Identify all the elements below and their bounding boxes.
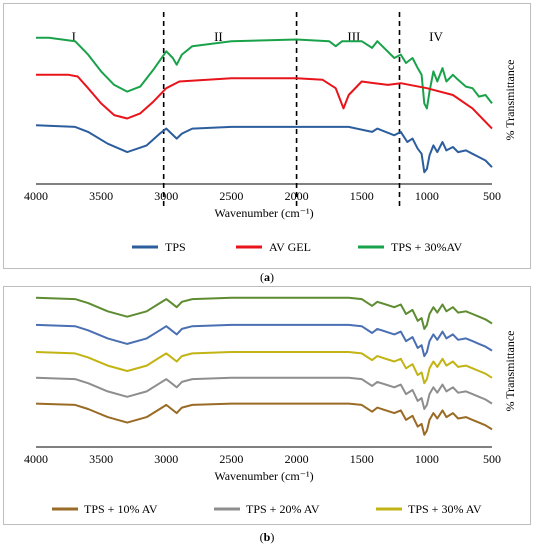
- chart-panel-a: 4000 3500 3000 2500 2000 1500 1000 500 Wavenumbe…: [3, 3, 531, 269]
- chart-b-svg: 4000 3500 3000 2500 2000 1500 1000 500 Wavenumbe…: [24, 296, 517, 516]
- series-line: [36, 36, 493, 110]
- chart-panel-b: 4000 3500 3000 2500 2000 1500 1000 500 Wavenumbe…: [3, 286, 531, 525]
- region-label: I: [72, 29, 76, 44]
- region-label: IV: [429, 29, 443, 44]
- region-label: II: [214, 29, 223, 44]
- x-tick-label: 1000: [415, 452, 439, 466]
- y-axis-label: % Transmittance: [503, 331, 517, 412]
- legend-label: TPS + 30% AV: [408, 502, 482, 516]
- legend-label: TPS + 30%AV: [391, 240, 463, 254]
- legend-label: TPS: [165, 240, 186, 254]
- x-tick-label: 500: [483, 189, 501, 203]
- chart-a-svg: 4000 3500 3000 2500 2000 1500 1000 500Wavenumbe…: [24, 12, 517, 254]
- x-tick-label: 1500: [350, 189, 374, 203]
- x-tick-label: 3000: [154, 452, 178, 466]
- caption-a: (a): [260, 270, 274, 284]
- series-line: [35, 402, 493, 436]
- x-tick-label: 3500: [89, 189, 113, 203]
- x-axis-label: Wavenumber (cm⁻¹): [214, 469, 313, 483]
- series-line: [35, 351, 493, 385]
- legend-label: TPS + 20% AV: [246, 502, 320, 516]
- series-line: [35, 323, 493, 358]
- legend-label: TPS + 10% AV: [84, 502, 158, 516]
- x-tick-label: 3500: [89, 452, 113, 466]
- x-tick-label: 1000: [415, 189, 439, 203]
- y-axis-label: % Transmittance: [503, 60, 517, 141]
- legend-label: AV GEL: [269, 240, 311, 254]
- x-tick-label: 3000: [154, 189, 178, 203]
- series-line: [35, 124, 493, 174]
- x-tick-label: 2500: [219, 452, 243, 466]
- x-tick-label: 1500: [350, 452, 374, 466]
- series-line: [35, 296, 493, 330]
- x-tick-label: 4000: [24, 452, 48, 466]
- x-tick-label: 2000: [285, 452, 309, 466]
- x-tick-label: 2500: [219, 189, 243, 203]
- x-axis-label: Wavenumber (cm⁻¹): [214, 206, 313, 220]
- caption-b: (b): [259, 530, 275, 544]
- x-tick-label: 4000: [24, 189, 48, 203]
- x-tick-label: 500: [483, 452, 501, 466]
- series-line: [35, 376, 493, 410]
- series-line: [36, 73, 493, 130]
